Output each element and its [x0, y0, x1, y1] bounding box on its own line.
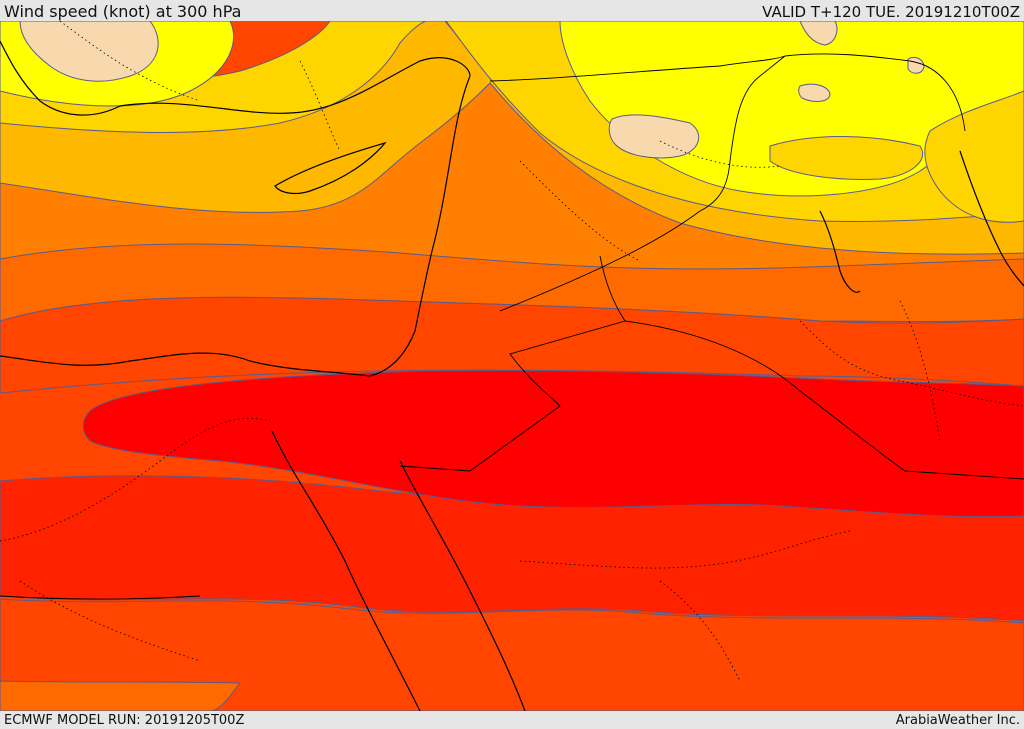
coast-gulf-east	[959, 150, 1024, 287]
band-south-lower	[0, 598, 1024, 711]
provider-label: ArabiaWeather Inc.	[895, 713, 1020, 728]
band-yellow-ne-cut	[924, 90, 1024, 223]
coast-red-sea-east	[399, 460, 526, 711]
model-run-label: ECMWF MODEL RUN: 20191205T00Z	[4, 713, 245, 728]
coast-red-sea-west	[271, 430, 421, 711]
valid-time-label: VALID T+120 TUE. 20191210T00Z	[762, 3, 1020, 21]
border-syria	[489, 55, 786, 312]
band-light-small-1	[798, 83, 831, 102]
coast-north-africa	[0, 352, 371, 377]
border-turkey	[784, 53, 966, 132]
map-title: Wind speed (knot) at 300 hPa	[4, 2, 242, 21]
header-bar	[0, 0, 1024, 21]
coast-levant	[369, 75, 471, 377]
footer-bar	[0, 711, 1024, 729]
dotted-admin-lines	[0, 21, 1024, 682]
coast-cyprus	[274, 141, 387, 195]
band-light-nw	[19, 21, 159, 82]
band-light-small-2	[799, 21, 838, 46]
band-light-center	[608, 114, 700, 159]
coast-aegean	[0, 40, 121, 116]
borders	[0, 53, 1024, 600]
coastlines	[0, 40, 1024, 711]
border-jordan-iraq	[399, 255, 626, 472]
band-south-edge	[0, 680, 241, 711]
wind-speed-map	[0, 21, 1024, 711]
border-egypt-sudan	[0, 595, 201, 600]
coast-gulf	[819, 210, 861, 293]
coast-anatolia	[119, 57, 471, 114]
border-iraq-saudi	[624, 320, 1024, 480]
band-gold-patch	[769, 136, 923, 180]
